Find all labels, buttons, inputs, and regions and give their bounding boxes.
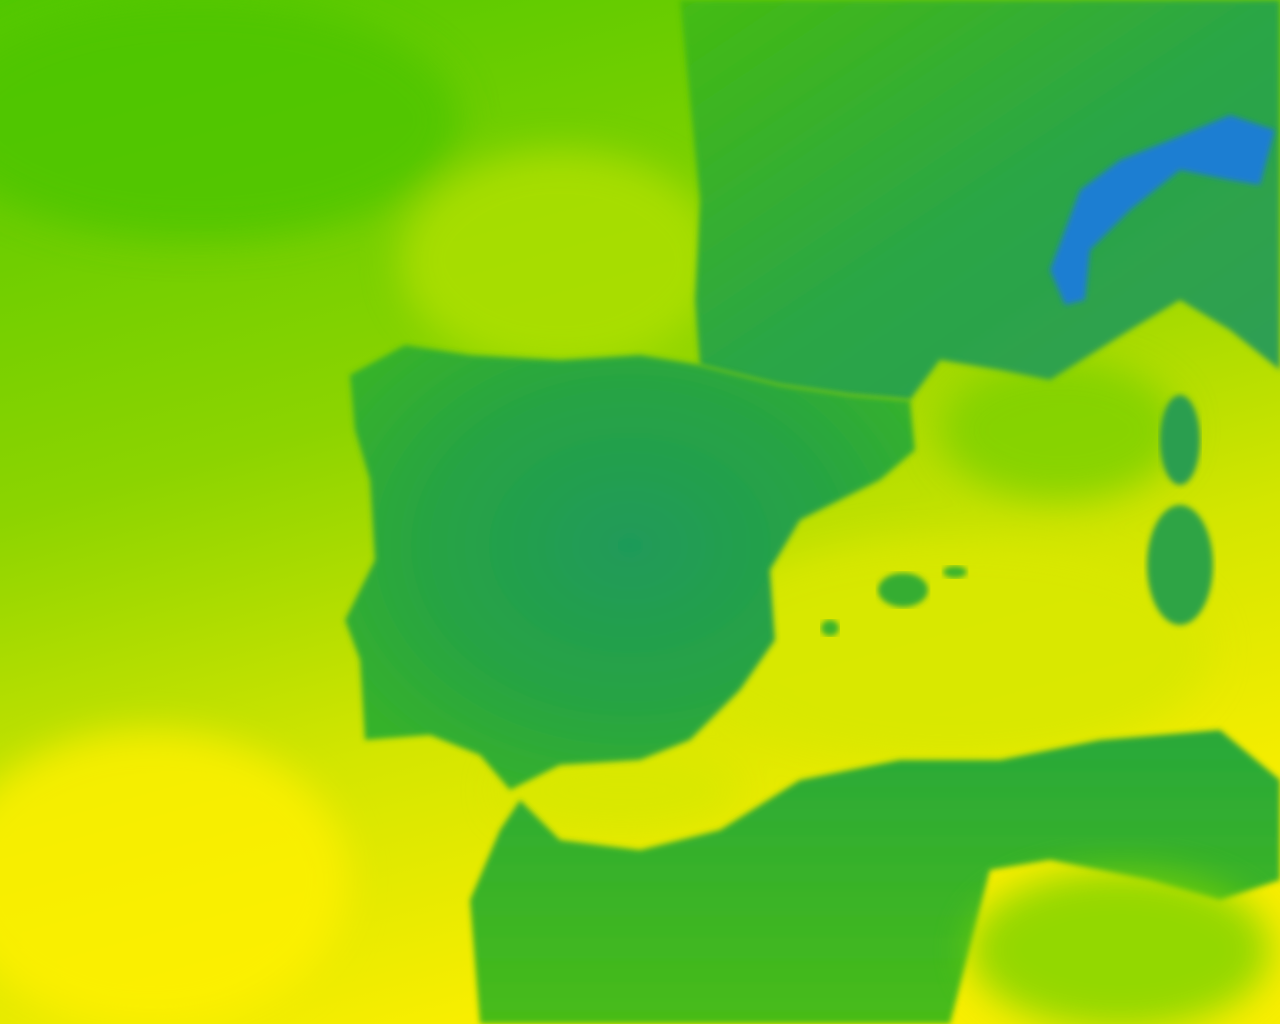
ibiza (821, 620, 839, 636)
alps (1050, 115, 1275, 305)
corsica (1160, 395, 1200, 485)
africa-plateau (970, 870, 1270, 1024)
menorca (943, 566, 967, 578)
sardinia (1147, 505, 1213, 625)
iberia (345, 345, 915, 790)
mallorca (878, 573, 928, 607)
africa (470, 730, 1280, 1024)
sea-shading (0, 0, 1210, 1024)
europe-land (680, 0, 1280, 400)
